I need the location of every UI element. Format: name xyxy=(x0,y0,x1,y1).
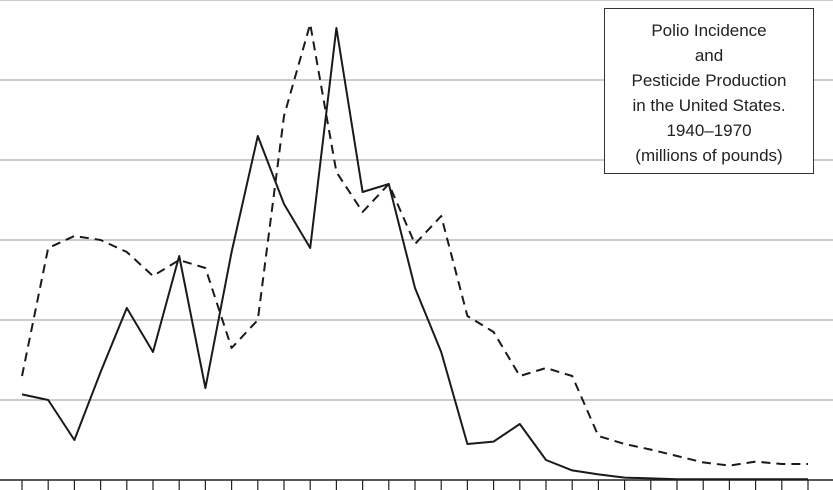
series-lines xyxy=(21,23,808,481)
title-line-4: in the United States. xyxy=(632,96,786,115)
title-line-2: and xyxy=(694,46,724,65)
x-axis xyxy=(0,479,833,490)
dashed-series-line xyxy=(21,23,808,467)
title-line-6: (millions of pounds) xyxy=(635,146,783,165)
title-line-1: Polio Incidence xyxy=(651,21,767,40)
title-line-3: Pesticide Production xyxy=(631,71,787,90)
solid-series-line xyxy=(21,27,808,481)
title-line-5: 1940–1970 xyxy=(666,121,752,140)
chart-title-box: Polio Incidence and Pesticide Production… xyxy=(604,8,814,174)
